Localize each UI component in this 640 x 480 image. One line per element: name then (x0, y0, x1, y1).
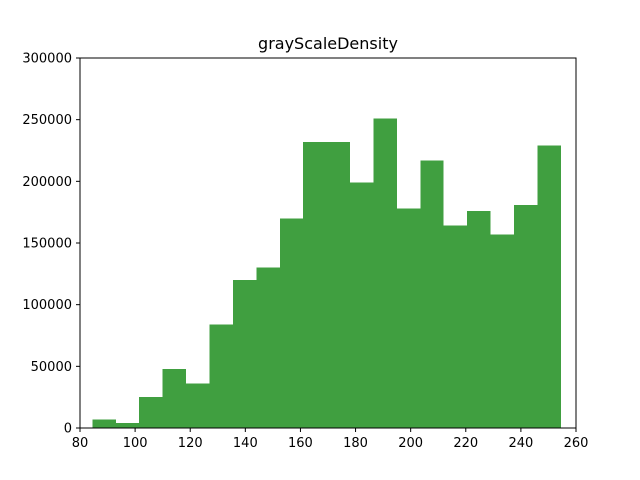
y-tick-label-5: 250000 (22, 113, 72, 128)
chart-title: grayScaleDensity (258, 34, 398, 53)
bars-group (92, 118, 561, 429)
histogram-bar-0 (92, 419, 116, 428)
plot-frame (79, 57, 577, 429)
histogram-bar-18 (514, 204, 538, 428)
histogram-bar-16 (467, 210, 491, 428)
histogram-bar-8 (279, 218, 304, 428)
y-tick-label-4: 200000 (22, 175, 72, 190)
histogram-bar-10 (326, 141, 351, 428)
x-tick-label-6: 200 (398, 436, 423, 451)
y-tick-label-0: 0 (64, 422, 72, 437)
y-axis-ticks: 0 50000 100000 150000 200000 250000 300000 (22, 52, 80, 437)
x-tick-label-1: 100 (123, 436, 148, 451)
histogram-bar-15 (443, 225, 468, 428)
histogram-bar-13 (396, 208, 421, 428)
y-tick-label-3: 150000 (22, 237, 72, 252)
histogram-bar-5 (209, 324, 233, 428)
y-tick-label-6: 300000 (22, 52, 72, 67)
histogram-bar-6 (232, 280, 257, 428)
x-tick-label-8: 240 (508, 436, 533, 451)
x-tick-label-4: 160 (288, 436, 313, 451)
histogram-bar-19 (537, 145, 561, 429)
histogram-bar-3 (162, 368, 187, 428)
histogram-bar-12 (373, 118, 397, 428)
x-tick-label-2: 120 (178, 436, 203, 451)
histogram-bar-2 (139, 397, 163, 428)
x-tick-label-7: 220 (453, 436, 478, 451)
histogram-bar-9 (303, 141, 327, 428)
histogram-bar-14 (420, 160, 444, 428)
histogram-bar-11 (350, 182, 374, 428)
x-axis-ticks: 80 100 120 140 160 180 200 220 240 260 (72, 428, 589, 451)
histogram-bar-4 (186, 383, 210, 428)
x-tick-label-5: 180 (343, 436, 368, 451)
x-tick-label-0: 80 (72, 436, 89, 451)
histogram-bar-17 (490, 234, 514, 428)
y-tick-label-1: 50000 (31, 360, 72, 375)
x-tick-label-3: 140 (233, 436, 258, 451)
histogram-bar-1 (115, 423, 140, 428)
x-tick-label-9: 260 (564, 436, 589, 451)
y-tick-label-2: 100000 (22, 298, 72, 313)
histogram-bar-7 (256, 267, 280, 428)
